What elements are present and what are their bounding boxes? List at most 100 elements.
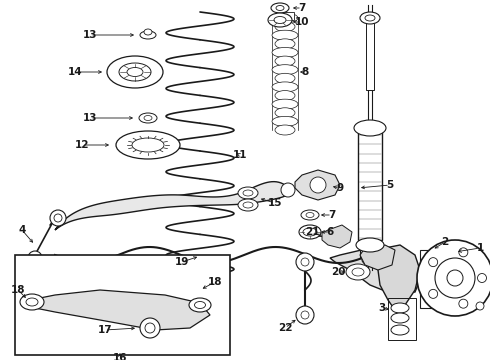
Text: 5: 5	[387, 180, 393, 190]
Circle shape	[301, 258, 309, 266]
Text: 18: 18	[11, 285, 25, 295]
Ellipse shape	[354, 120, 386, 136]
Ellipse shape	[116, 131, 180, 159]
Text: 1: 1	[476, 243, 484, 253]
Ellipse shape	[362, 255, 378, 265]
Ellipse shape	[238, 199, 258, 211]
Circle shape	[54, 214, 62, 222]
Circle shape	[476, 302, 484, 310]
Circle shape	[301, 311, 309, 319]
Circle shape	[459, 299, 468, 308]
Polygon shape	[295, 170, 340, 200]
Polygon shape	[330, 248, 420, 295]
Ellipse shape	[144, 29, 152, 35]
Ellipse shape	[352, 268, 364, 276]
Text: 7: 7	[328, 210, 336, 220]
Ellipse shape	[275, 56, 295, 66]
Text: 13: 13	[83, 30, 97, 40]
Ellipse shape	[275, 73, 295, 83]
Text: 21: 21	[305, 227, 319, 237]
Text: 20: 20	[331, 267, 345, 277]
Ellipse shape	[107, 56, 163, 88]
Ellipse shape	[272, 30, 298, 40]
Ellipse shape	[272, 13, 298, 23]
Text: 4: 4	[18, 225, 25, 235]
Ellipse shape	[275, 39, 295, 49]
Text: 19: 19	[175, 257, 189, 267]
Circle shape	[477, 274, 487, 283]
Circle shape	[28, 251, 42, 265]
Text: 22: 22	[278, 323, 292, 333]
Text: 16: 16	[113, 353, 127, 360]
Ellipse shape	[268, 13, 292, 27]
Ellipse shape	[127, 68, 143, 77]
Polygon shape	[30, 290, 210, 330]
Ellipse shape	[356, 238, 384, 252]
Ellipse shape	[276, 5, 284, 10]
Ellipse shape	[272, 65, 298, 75]
Polygon shape	[378, 245, 420, 310]
Ellipse shape	[272, 99, 298, 109]
Ellipse shape	[303, 228, 317, 236]
Ellipse shape	[243, 202, 253, 208]
Ellipse shape	[299, 225, 321, 239]
Ellipse shape	[195, 302, 205, 309]
Ellipse shape	[365, 15, 375, 21]
Ellipse shape	[360, 12, 380, 24]
Circle shape	[429, 289, 438, 298]
Text: 3: 3	[378, 303, 386, 313]
Ellipse shape	[346, 264, 370, 280]
Ellipse shape	[189, 298, 211, 312]
Text: 2: 2	[441, 237, 449, 247]
Ellipse shape	[275, 22, 295, 32]
Ellipse shape	[391, 303, 409, 313]
Circle shape	[435, 258, 475, 298]
Circle shape	[447, 270, 463, 286]
Circle shape	[50, 210, 66, 226]
Text: 14: 14	[68, 67, 82, 77]
Ellipse shape	[275, 108, 295, 118]
Ellipse shape	[272, 48, 298, 58]
Text: 18: 18	[208, 277, 222, 287]
Ellipse shape	[271, 3, 289, 13]
Ellipse shape	[132, 138, 164, 152]
Ellipse shape	[391, 325, 409, 335]
Ellipse shape	[139, 113, 157, 123]
Bar	[388, 298, 416, 340]
Bar	[360, 240, 380, 258]
Ellipse shape	[272, 82, 298, 92]
Ellipse shape	[144, 116, 152, 121]
Text: 6: 6	[326, 227, 334, 237]
Text: 12: 12	[75, 140, 89, 150]
Circle shape	[310, 177, 326, 193]
Ellipse shape	[26, 298, 38, 306]
Circle shape	[296, 253, 314, 271]
Polygon shape	[55, 182, 290, 230]
Ellipse shape	[274, 17, 286, 23]
Bar	[15, 255, 230, 355]
Text: 15: 15	[268, 198, 282, 208]
Circle shape	[145, 323, 155, 333]
Circle shape	[429, 258, 438, 267]
Ellipse shape	[20, 294, 44, 310]
Text: 13: 13	[83, 113, 97, 123]
Ellipse shape	[391, 313, 409, 323]
Bar	[358, 130, 382, 240]
Ellipse shape	[306, 212, 314, 217]
Bar	[420, 250, 438, 308]
Polygon shape	[360, 245, 395, 270]
Ellipse shape	[238, 187, 258, 199]
Text: 7: 7	[298, 3, 306, 13]
Text: 9: 9	[337, 183, 343, 193]
Circle shape	[417, 240, 490, 316]
Circle shape	[140, 318, 160, 338]
Text: 8: 8	[301, 67, 309, 77]
Circle shape	[296, 306, 314, 324]
Text: 10: 10	[295, 17, 309, 27]
Ellipse shape	[275, 125, 295, 135]
Circle shape	[281, 183, 295, 197]
Text: 11: 11	[233, 150, 247, 160]
Ellipse shape	[275, 90, 295, 100]
Ellipse shape	[119, 63, 151, 81]
Ellipse shape	[140, 31, 156, 39]
